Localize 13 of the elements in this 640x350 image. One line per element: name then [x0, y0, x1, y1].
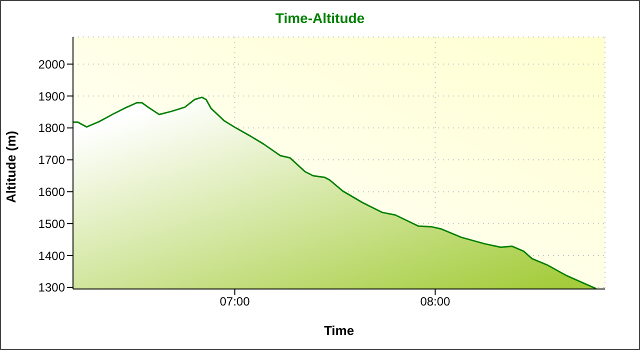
y-tick-label: 1500 — [38, 216, 66, 231]
y-axis-title: Altitude (m) — [4, 130, 19, 203]
y-tick-label: 1300 — [38, 280, 66, 295]
y-tick-label: 1700 — [38, 153, 66, 168]
y-tick-label: 1400 — [38, 248, 66, 263]
y-tick-label: 1800 — [38, 121, 66, 136]
y-tick-label: 2000 — [38, 57, 66, 72]
y-tick-label: 1900 — [38, 89, 66, 104]
x-axis-title: Time — [324, 323, 354, 338]
y-tick-label: 1600 — [38, 184, 66, 199]
x-tick-label: 08:00 — [420, 294, 451, 309]
x-tick-label: 07:00 — [220, 294, 250, 309]
chart-title: Time-Altitude — [274, 10, 366, 26]
